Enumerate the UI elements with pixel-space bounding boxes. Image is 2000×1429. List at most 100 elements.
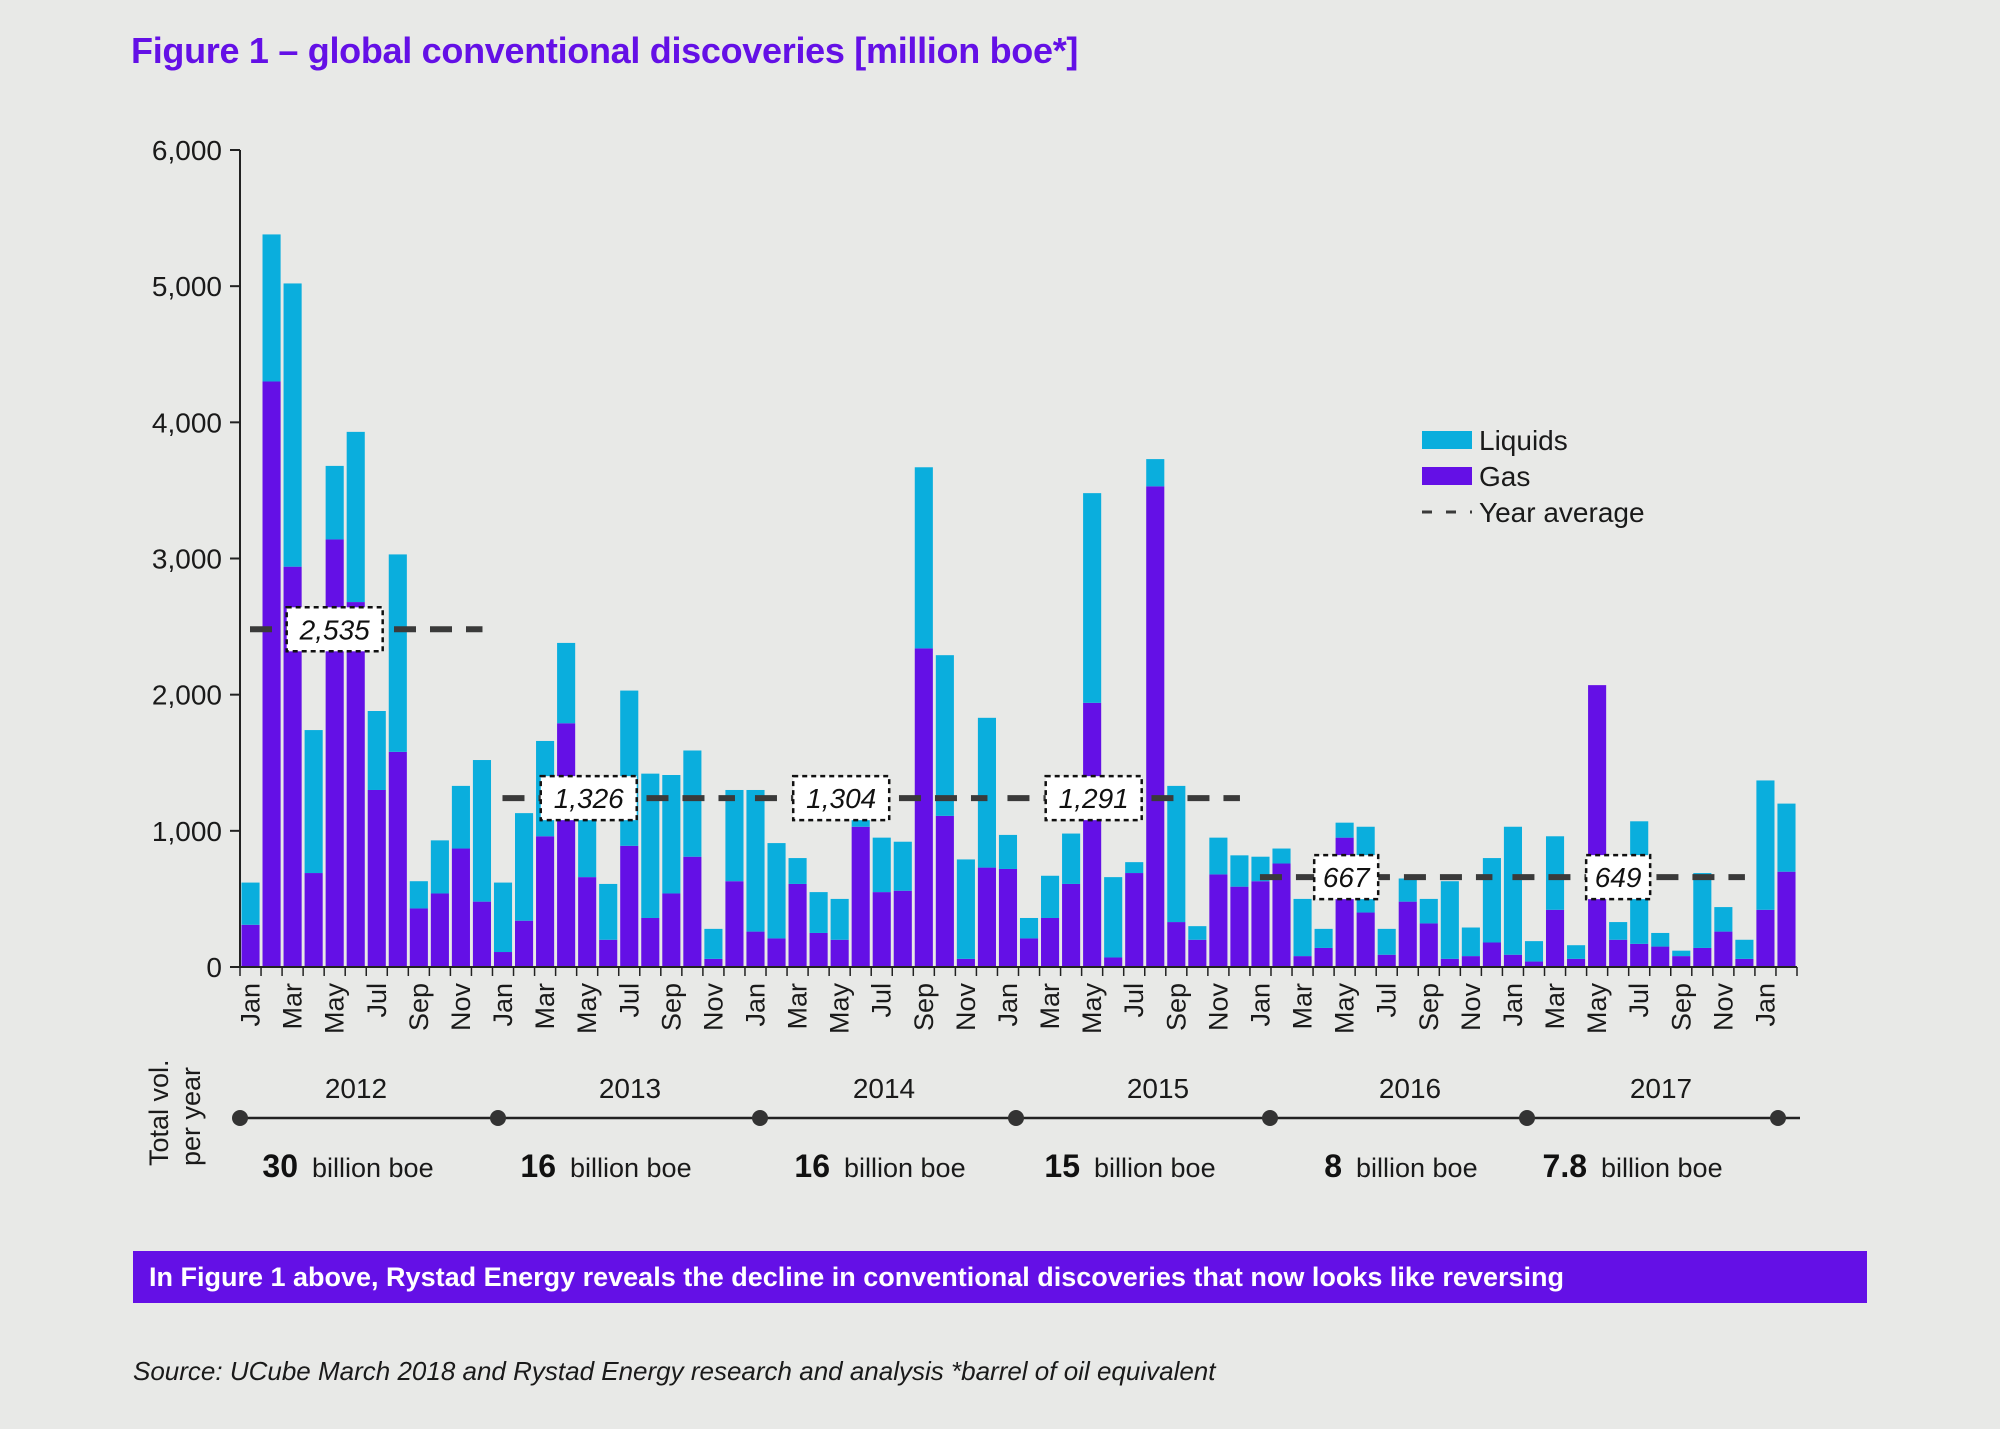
bar-liquids [367, 711, 386, 790]
year-average-label: 1,291 [1059, 783, 1129, 814]
year-average-label: 1,304 [806, 783, 876, 814]
bar-liquids [1714, 907, 1733, 932]
bar-liquids [1272, 848, 1291, 864]
legend-swatch-gas [1422, 467, 1472, 485]
bar-gas [557, 723, 576, 967]
bar-liquids [430, 840, 449, 894]
bar-gas [472, 901, 492, 967]
bar-liquids [725, 789, 744, 882]
bar-gas [1356, 912, 1375, 967]
bar-liquids [998, 834, 1018, 869]
bar-gas [1630, 943, 1649, 967]
bar-liquids [893, 841, 912, 891]
bar-liquids [1524, 941, 1544, 962]
x-tick-label: May [572, 983, 602, 1035]
year-average-box [1312, 853, 1380, 901]
bar-gas [893, 890, 912, 967]
x-tick-labels: Jan Mar May Jul Sep Nov Jan Mar May Jul Sep Nov Jan M… [236, 983, 1781, 1035]
bar-gas [1251, 881, 1270, 967]
bar-liquids [1693, 873, 1712, 948]
bar-gas [1524, 961, 1544, 967]
total-amount: 15 [1044, 1148, 1080, 1184]
timeline-dot [1770, 1110, 1786, 1126]
bar-gas [1545, 909, 1565, 967]
bar-liquids [1062, 833, 1081, 884]
year-average-box [539, 774, 638, 822]
x-tick-label: May [1330, 983, 1360, 1035]
total-amount: 16 [794, 1148, 830, 1184]
bar-gas [1461, 956, 1480, 967]
legend-label-gas: Gas [1479, 461, 1530, 492]
bar-gas [1146, 486, 1165, 967]
x-tick-label: Nov [951, 983, 981, 1032]
total-amount: 7.8 [1543, 1148, 1587, 1184]
bar-liquids [1230, 855, 1249, 887]
x-tick-label: Jul [1119, 983, 1149, 1018]
bar-gas [914, 648, 933, 967]
bar-liquids [514, 813, 534, 921]
bar-gas [1083, 702, 1102, 967]
bar-gas [1777, 871, 1796, 967]
x-tick-label: Jan [740, 983, 770, 1027]
bar-liquids [1335, 822, 1354, 838]
bar-gas [1398, 901, 1417, 967]
bar-liquids [872, 837, 891, 893]
x-tick-label: Nov [698, 983, 728, 1032]
bar-liquids [346, 431, 365, 603]
bar-gas [1672, 956, 1691, 967]
bar-liquids [493, 882, 513, 953]
bar-liquids [578, 803, 597, 878]
bar-liquids [557, 642, 576, 724]
total-year-label: 2012 [325, 1073, 387, 1104]
bar-liquids [977, 717, 996, 868]
x-tick-label: Jul [867, 983, 897, 1018]
bar-gas [304, 873, 323, 967]
x-tick-label: Mar [1035, 983, 1065, 1030]
bar-gas [767, 938, 786, 967]
x-tick-label: May [320, 983, 350, 1035]
bar-gas [746, 931, 765, 967]
y-tick-label: 4,000 [152, 407, 222, 438]
bar-gas [241, 924, 260, 967]
bar-gas [809, 932, 828, 967]
bar-liquids [956, 859, 975, 959]
totals-label: Total vol.per year [144, 1059, 206, 1166]
bar-liquids [1377, 928, 1396, 955]
axes [239, 150, 1798, 976]
x-tick-label: Sep [1666, 983, 1696, 1031]
bar-gas [725, 881, 744, 967]
bar-gas [1714, 931, 1733, 967]
x-tick-label: Mar [1540, 983, 1570, 1030]
x-tick-label: May [1077, 983, 1107, 1035]
x-tick-label: Sep [909, 983, 939, 1031]
x-tick-label: Jan [993, 983, 1023, 1027]
year-average-label: 2,535 [299, 614, 370, 645]
legend-swatch-liquids [1422, 431, 1472, 449]
bar-liquids [1398, 878, 1417, 902]
bar-gas [514, 920, 534, 967]
timeline-dot [1519, 1110, 1535, 1126]
bar-liquids [1041, 875, 1060, 918]
x-tick-label: Nov [1708, 983, 1738, 1032]
y-tick-label: 1,000 [152, 816, 222, 847]
bar-gas [956, 958, 975, 967]
x-tick-label: Jan [1245, 983, 1275, 1027]
bar-liquids [1609, 922, 1628, 940]
bar-liquids [1461, 927, 1480, 957]
bar-liquids [1209, 837, 1228, 875]
bar-liquids [451, 785, 470, 849]
bar-gas [935, 815, 954, 967]
chart-title: Figure 1 – global conventional discoveri… [131, 30, 1079, 71]
bar-gas [451, 848, 470, 967]
bar-liquids [1545, 836, 1565, 910]
bar-liquids [388, 554, 407, 752]
year-average-box [791, 774, 891, 822]
bar-liquids [683, 750, 702, 857]
bar-liquids [262, 234, 281, 382]
bar-gas [1588, 685, 1607, 967]
year-average-label: 1,326 [554, 783, 624, 814]
bar-liquids [935, 655, 954, 816]
x-tick-label: Jan [1498, 983, 1528, 1027]
total-year-label: 2015 [1127, 1073, 1189, 1104]
bar-gas [1609, 939, 1628, 967]
